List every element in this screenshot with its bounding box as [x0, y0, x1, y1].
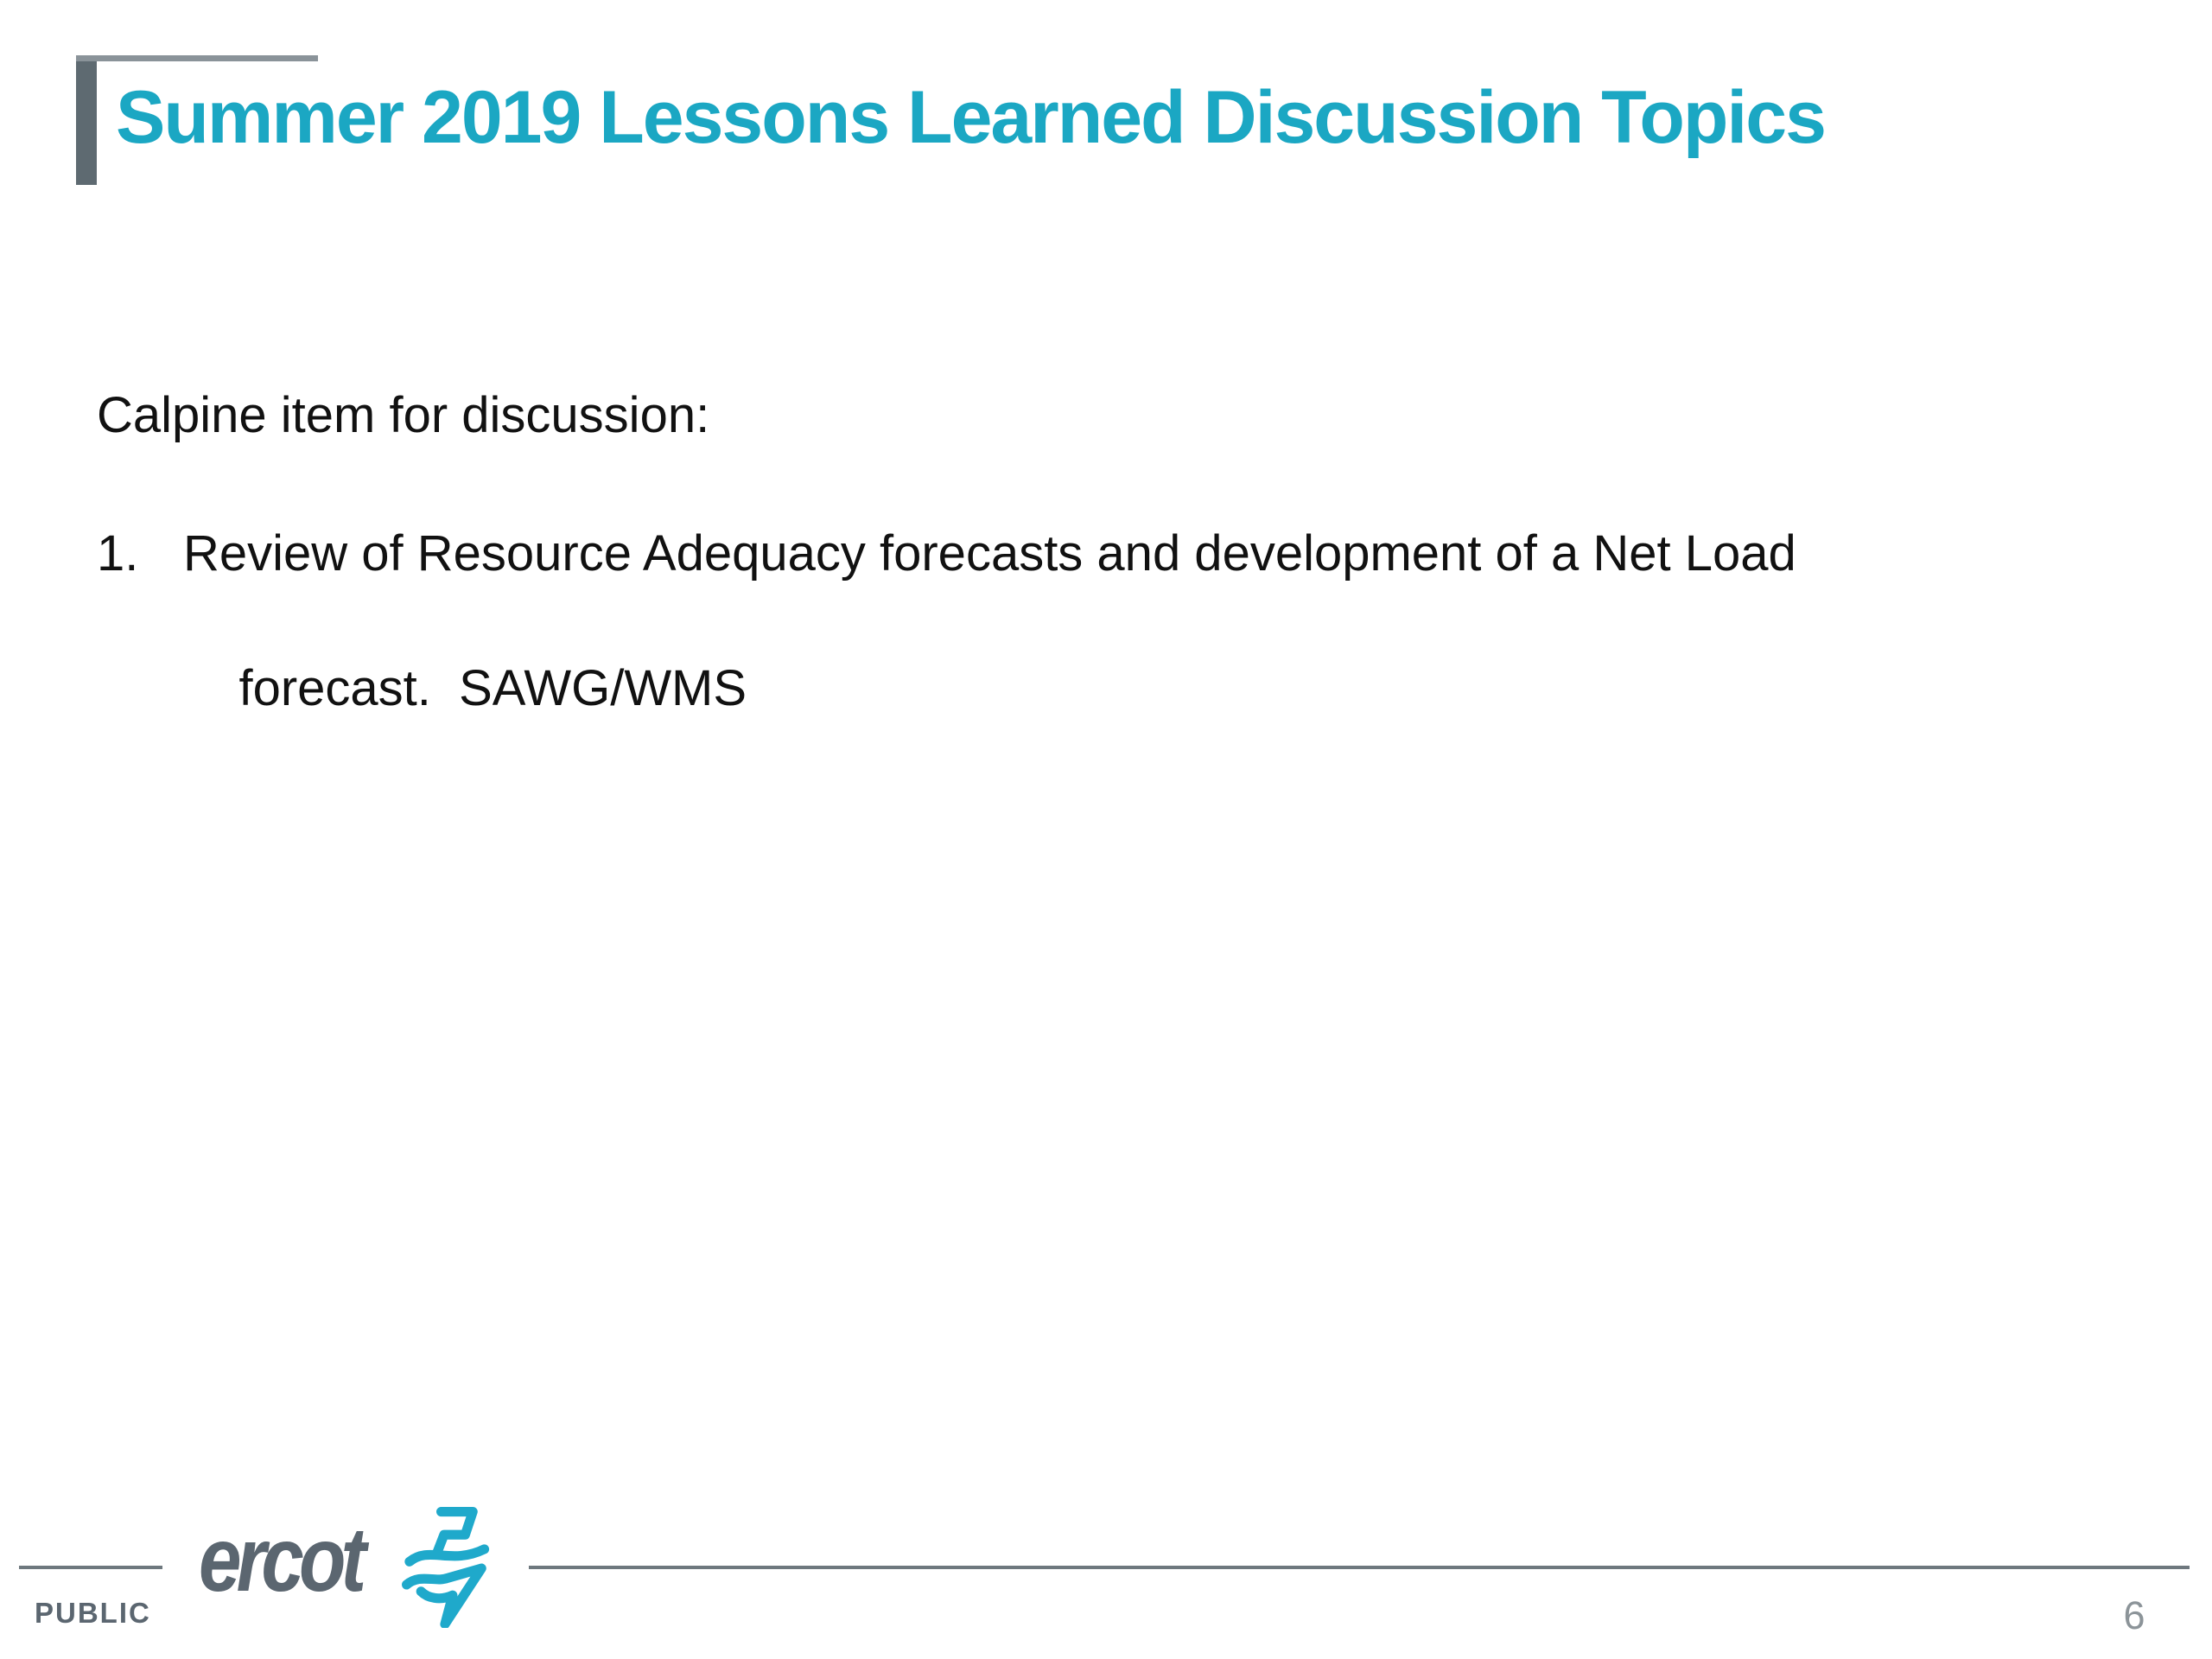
list-item-text: Review of Resource Adequacy forecasts an…	[183, 520, 1796, 722]
lightning-bolt-icon	[402, 1507, 490, 1628]
ercot-logo-wordmark: ercot	[199, 1509, 366, 1611]
footer-rule-right	[529, 1566, 2190, 1569]
list-item-line-2: forecast. SAWG/WMS	[238, 660, 747, 716]
list-item-number: 1.	[97, 525, 139, 582]
title-accent-line	[76, 55, 318, 61]
title-accent-bar	[76, 55, 97, 185]
page-number: 6	[2123, 1593, 2145, 1637]
classification-label: PUBLIC	[35, 1597, 151, 1629]
list-item: 1. Review of Resource Adequacy forecasts…	[97, 520, 1796, 722]
intro-text: Calpine item for discussion:	[97, 387, 710, 443]
list-item-line-1: Review of Resource Adequacy forecasts an…	[183, 525, 1796, 582]
footer-rule-left	[19, 1566, 162, 1569]
ercot-logo: ercot	[199, 1514, 392, 1635]
slide-title: Summer 2019 Lessons Learned Discussion T…	[116, 76, 1827, 159]
